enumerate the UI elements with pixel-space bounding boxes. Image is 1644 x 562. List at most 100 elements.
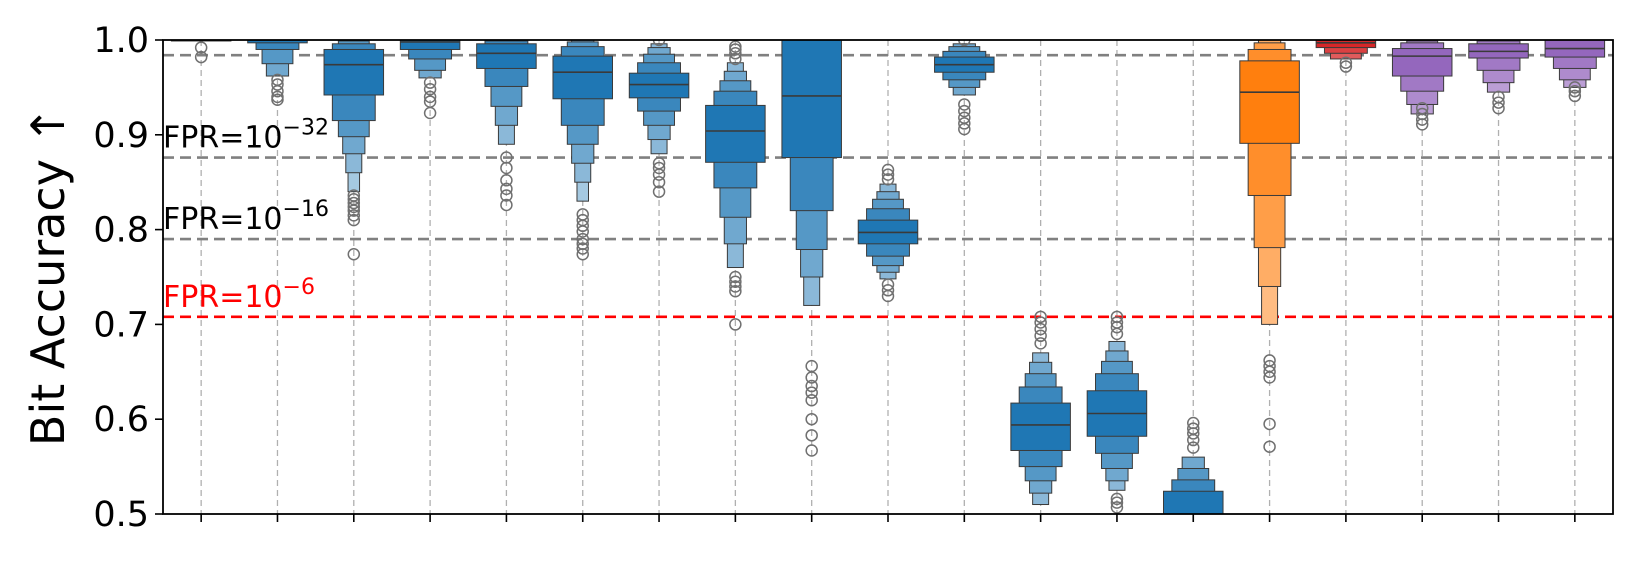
boxen-11 [1010,310,1071,506]
boxen-level [781,40,842,159]
boxen-level [552,55,614,100]
outlier-point [1568,84,1582,98]
y-tick-label: 0.8 [93,211,149,251]
outlier-point [271,78,284,91]
outlier-point [881,284,895,297]
outlier-point [576,247,589,261]
boxen-12 [1086,310,1148,514]
outlier-point [1263,365,1276,379]
outlier-point [576,242,589,255]
outlier-point [881,168,895,181]
outlier-point [500,174,513,187]
outlier-point [729,275,742,288]
outlier-point [958,122,971,136]
outlier-point [1492,102,1505,115]
boxen-level [1315,40,1377,49]
outlier-point [881,289,895,303]
boxen-16 [1391,40,1453,131]
boxen-17 [1468,40,1529,115]
outlier-point [1415,113,1429,126]
outlier-point [729,284,742,298]
outlier-point [1339,60,1353,73]
outlier-point [652,185,666,198]
outlier-point [1034,316,1047,329]
outlier-point [805,444,818,457]
outlier-point [652,40,666,47]
outlier-point [805,429,818,442]
outlier-point [1187,422,1200,435]
outlier-point [1034,322,1047,336]
outlier-point [347,213,361,227]
boxen-level [1163,490,1224,514]
outlier-point [805,379,818,393]
boxen-level [705,104,766,163]
outlier-point [729,270,742,284]
outlier-point [729,52,742,66]
boxen-level [1239,60,1300,144]
outlier-point [423,76,437,89]
outlier-point [576,225,589,238]
distributions [170,40,1606,514]
boxen-level [1010,402,1071,451]
outlier-point [958,104,971,118]
outlier-point [805,393,818,407]
outlier-point [652,161,666,175]
boxen-level [247,40,308,44]
y-axis-label: Bit Accuracy ↑ [21,106,75,446]
boxen-14 [1239,40,1300,453]
outlier-point [1187,441,1200,454]
outlier-point [729,318,742,331]
boxen-level [1391,48,1453,77]
outlier-point [958,117,971,130]
axes: 0.5 0.6 0.7 0.8 0.9 1.0 [93,21,1614,535]
outlier-point [805,371,818,384]
outlier-point [1415,118,1429,131]
outlier-point [652,168,666,181]
boxen-15 [1315,40,1377,73]
y-tick-label: 0.7 [93,305,149,345]
boxen-2 [323,40,385,261]
boxen-6 [628,40,690,198]
fpr-label: FPR=10−16 [163,197,329,237]
outlier-point [347,196,361,210]
outlier-point [423,83,437,96]
fpr-label: FPR=10−32 [163,116,329,156]
outlier-point [1034,329,1047,343]
outlier-point [652,175,666,189]
outlier-point [347,247,361,261]
outlier-point [1187,416,1200,430]
boxen-level [628,72,690,99]
outlier-point [500,198,513,212]
boxen-5 [552,40,614,261]
boxen-1 [247,40,308,106]
boxen-level [476,43,537,69]
boxen-3 [399,40,461,120]
outlier-point [423,90,437,104]
outlier-point [500,182,513,196]
outlier-point [1110,492,1124,506]
boxen-18 [1544,40,1606,103]
outlier-point [958,40,971,47]
outlier-point [194,50,208,64]
boxen-level [399,40,461,50]
outlier-point [1110,501,1124,514]
outlier-point [881,173,895,186]
outlier-point [1568,81,1582,94]
outlier-point [347,204,361,217]
boxen-level [323,48,385,96]
outlier-point [1110,496,1124,509]
outlier-point [1263,440,1276,453]
fpr-label: FPR=10−6 [163,275,315,315]
outlier-point [271,93,284,106]
outlier-point [805,386,818,399]
outlier-point [1568,89,1582,103]
y-tick-label: 0.9 [93,116,149,156]
outlier-point [881,163,895,177]
outlier-point [1339,56,1353,70]
outlier-point [500,161,513,175]
outlier-point [1263,371,1276,384]
outlier-point [194,41,208,54]
outlier-point [271,84,284,98]
outlier-point [1034,337,1047,350]
